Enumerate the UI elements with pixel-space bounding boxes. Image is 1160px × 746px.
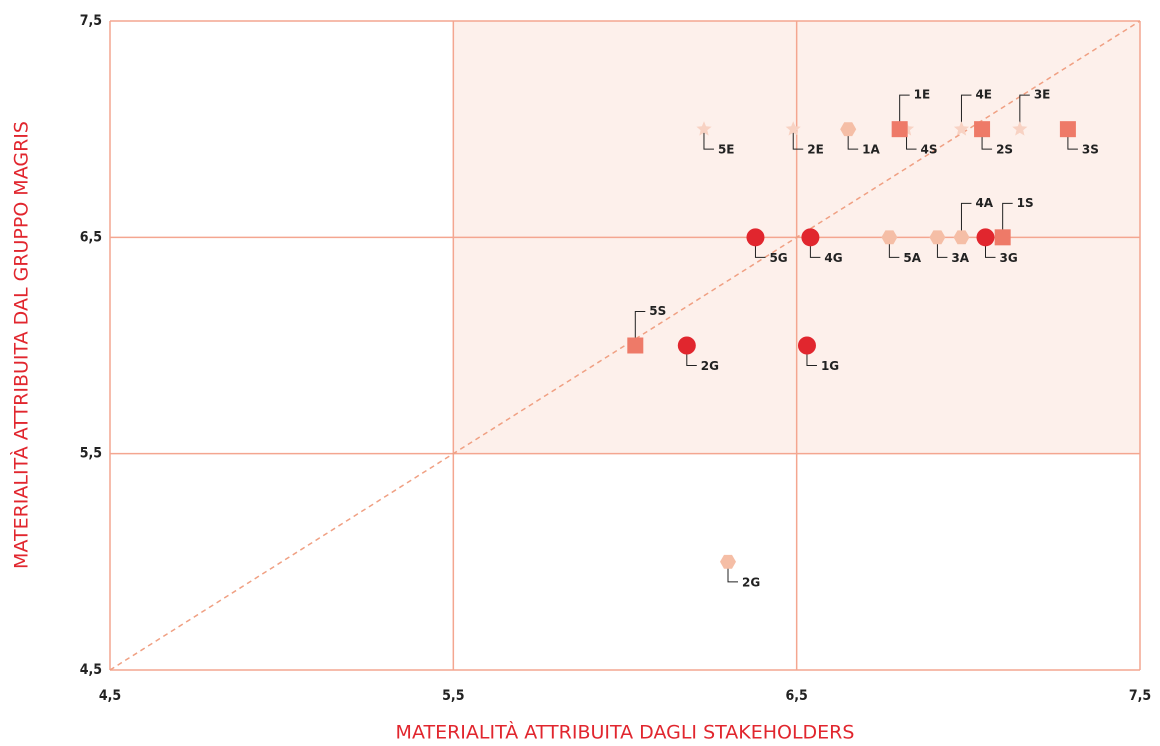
- label-leader: [634, 311, 646, 346]
- point-label: 3G: [1000, 251, 1018, 265]
- hexagon-marker: [929, 230, 946, 245]
- point-label: 3A: [951, 251, 969, 265]
- point-label: 2E: [807, 143, 824, 157]
- circle-marker: [797, 336, 816, 355]
- label-leader: [960, 202, 972, 238]
- label-leader: [703, 129, 714, 150]
- star-marker: [953, 121, 970, 136]
- y-tick-label: 7,5: [80, 13, 102, 29]
- point-label: 4S: [921, 143, 938, 157]
- square-marker: [891, 121, 908, 138]
- point-label: 5G: [769, 251, 787, 265]
- point-label: 5E: [718, 143, 735, 157]
- star-marker: [696, 121, 712, 136]
- point-label: 1G: [821, 359, 839, 373]
- point-label: 3S: [1082, 143, 1099, 157]
- point-label: 5A: [903, 251, 921, 265]
- point-label: 1E: [914, 88, 931, 102]
- point-label: 2S: [996, 143, 1013, 157]
- y-tick-label: 6,5: [80, 229, 102, 245]
- square-marker: [974, 121, 991, 138]
- star-marker: [785, 121, 801, 136]
- hexagon-marker: [720, 554, 736, 569]
- point-label: 1S: [1017, 196, 1034, 210]
- circle-marker: [677, 336, 696, 355]
- hexagon-marker: [953, 230, 970, 245]
- label-leader: [899, 94, 910, 130]
- x-tick-label: 6,5: [786, 688, 808, 704]
- square-marker: [627, 337, 644, 354]
- point-label: 5S: [649, 304, 666, 318]
- x-tick-label: 4,5: [99, 688, 121, 704]
- square-marker: [1059, 121, 1076, 138]
- point-label: 4E: [975, 88, 992, 102]
- point-label: 3E: [1034, 88, 1051, 102]
- x-tick-label: 5,5: [442, 688, 464, 704]
- label-leader: [1002, 202, 1013, 238]
- hexagon-marker: [881, 230, 898, 245]
- hexagon-marker: [840, 122, 857, 137]
- point-label: 2G: [742, 575, 760, 589]
- circle-marker: [976, 228, 995, 247]
- label-leader: [792, 129, 804, 150]
- point-label: 4G: [824, 251, 842, 265]
- label-leader: [1019, 94, 1030, 130]
- point-label: 1A: [862, 143, 880, 157]
- label-leader: [960, 94, 972, 130]
- point-label: 2G: [701, 359, 719, 373]
- point-label: 4A: [975, 196, 993, 210]
- y-tick-label: 5,5: [80, 446, 102, 462]
- star-marker: [1012, 121, 1028, 136]
- x-axis-title: MATERIALITÀ ATTRIBUITA DAGLI STAKEHOLDER…: [396, 721, 855, 744]
- square-marker: [994, 229, 1011, 246]
- circle-marker: [746, 228, 765, 247]
- y-axis-title: MATERIALITÀ ATTRIBUITA DAL GRUPPO MAGRIS: [10, 121, 33, 569]
- x-tick-label: 7,5: [1129, 688, 1151, 704]
- diagonal: [109, 20, 1141, 671]
- y-tick-label: 4,5: [80, 662, 102, 678]
- circle-marker: [801, 228, 820, 247]
